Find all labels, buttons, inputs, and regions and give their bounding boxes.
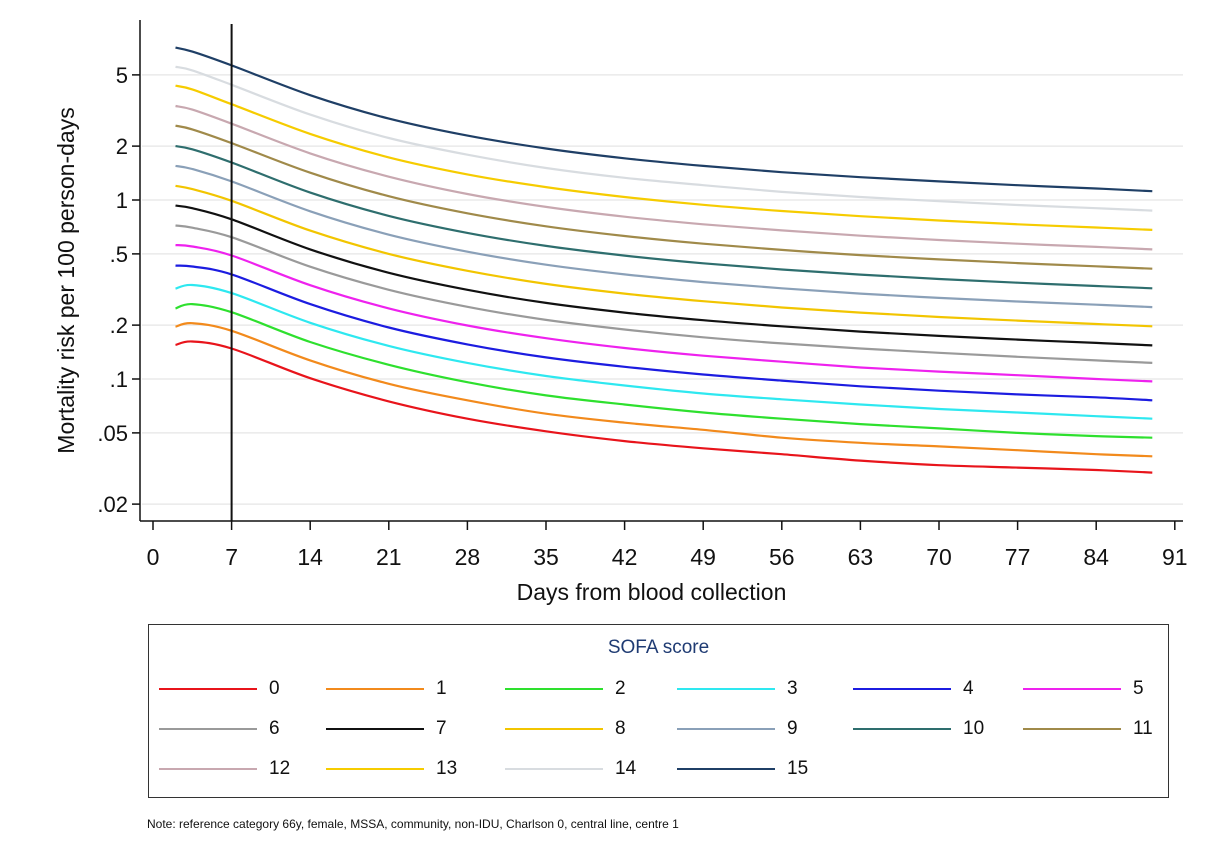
y-axis-label: Mortality risk per 100 person-days <box>53 107 79 453</box>
y-tick-label: .2 <box>110 313 128 338</box>
y-tick-label: .02 <box>97 492 128 517</box>
footnote: Note: reference category 66y, female, MS… <box>147 817 679 831</box>
legend-swatch <box>505 688 603 690</box>
legend-label: 12 <box>269 758 291 779</box>
legend-item-2: 2 <box>505 676 626 702</box>
series-line-sofa-0 <box>175 340 1153 474</box>
legend-swatch <box>853 728 951 730</box>
x-tick-label: 56 <box>769 544 795 570</box>
series-line-sofa-12 <box>175 104 1153 251</box>
legend-item-11: 11 <box>1023 716 1153 742</box>
legend-item-15: 15 <box>677 756 808 782</box>
legend-item-9: 9 <box>677 716 798 742</box>
legend-label: 3 <box>787 678 798 699</box>
legend-swatch <box>677 688 775 690</box>
series-line-sofa-15 <box>175 46 1153 193</box>
x-tick-label: 63 <box>848 544 874 570</box>
x-tick-label: 84 <box>1083 544 1109 570</box>
legend-label: 9 <box>787 718 798 739</box>
legend-swatch <box>326 688 424 690</box>
legend-swatch <box>1023 728 1121 730</box>
series-line-sofa-9 <box>175 164 1153 309</box>
series-line-sofa-10 <box>175 145 1153 290</box>
y-tick-label: .1 <box>110 367 128 392</box>
legend-swatch <box>505 768 603 770</box>
legend-swatch <box>326 728 424 730</box>
legend-label: 4 <box>963 678 974 699</box>
x-tick-label: 70 <box>926 544 952 570</box>
series-line-sofa-5 <box>175 244 1153 383</box>
series-line-sofa-6 <box>175 224 1153 364</box>
y-tick-label: 5 <box>116 63 128 88</box>
x-tick-label: 42 <box>612 544 638 570</box>
x-tick-label: 0 <box>147 544 160 570</box>
legend-item-0: 0 <box>159 676 280 702</box>
legend-swatch <box>159 688 257 690</box>
legend-swatch <box>677 768 775 770</box>
legend-item-6: 6 <box>159 716 280 742</box>
x-tick-label: 14 <box>297 544 323 570</box>
x-tick-label: 49 <box>690 544 716 570</box>
legend-label: 0 <box>269 678 280 699</box>
legend-item-13: 13 <box>326 756 457 782</box>
axes: 521.5.2.1.05.020 7 14 21 28 35 42 49 56 63 70 77 84 9… <box>97 20 1188 570</box>
legend-item-10: 10 <box>853 716 984 742</box>
series-line-sofa-14 <box>175 65 1153 212</box>
legend-item-1: 1 <box>326 676 447 702</box>
y-tick-label: 2 <box>116 134 128 159</box>
legend: SOFA score 0 1 2 3 4 5 6 7 8 9 10 11 12 13 14 15 <box>148 624 1169 798</box>
series-line-sofa-4 <box>175 264 1153 402</box>
series-line-sofa-3 <box>175 283 1153 420</box>
x-tick-label: 21 <box>376 544 402 570</box>
series-line-sofa-8 <box>175 184 1153 328</box>
series-line-sofa-11 <box>175 124 1153 270</box>
legend-item-3: 3 <box>677 676 798 702</box>
legend-title: SOFA score <box>607 637 710 658</box>
gridlines <box>142 74 1183 505</box>
legend-label: 8 <box>615 718 626 739</box>
series-line-sofa-2 <box>175 302 1153 439</box>
legend-item-14: 14 <box>505 756 636 782</box>
x-tick-label: 77 <box>1005 544 1031 570</box>
legend-swatch <box>326 768 424 770</box>
series-lines <box>175 46 1153 474</box>
y-tick-label: .05 <box>97 421 128 446</box>
legend-label: 13 <box>436 758 458 779</box>
series-line-sofa-13 <box>175 84 1153 231</box>
x-tick-label: 7 <box>225 544 238 570</box>
legend-label: 11 <box>1133 718 1153 739</box>
legend-label: 14 <box>615 758 637 779</box>
series-line-sofa-7 <box>175 204 1153 347</box>
legend-item-7: 7 <box>326 716 447 742</box>
legend-label: 1 <box>436 678 447 699</box>
x-tick-label: 28 <box>455 544 481 570</box>
legend-label: 10 <box>963 718 985 739</box>
x-axis-label: Days from blood collection <box>517 579 787 605</box>
legend-swatch <box>1023 688 1121 690</box>
legend-swatch <box>159 728 257 730</box>
x-tick-label: 35 <box>533 544 559 570</box>
series-line-sofa-1 <box>175 322 1153 458</box>
y-tick-label: .5 <box>110 242 128 267</box>
legend-label: 6 <box>269 718 280 739</box>
legend-swatch <box>677 728 775 730</box>
legend-label: 5 <box>1133 678 1144 699</box>
legend-label: 15 <box>787 758 809 779</box>
legend-item-5: 5 <box>1023 676 1144 702</box>
legend-item-8: 8 <box>505 716 626 742</box>
legend-item-4: 4 <box>853 676 974 702</box>
chart: 521.5.2.1.05.020 7 14 21 28 35 42 49 56 63 70 77 84 9… <box>53 20 1188 605</box>
x-tick-label: 91 <box>1162 544 1188 570</box>
legend-label: 2 <box>615 678 626 699</box>
y-tick-label: 1 <box>116 188 128 213</box>
legend-label: 7 <box>436 718 447 739</box>
legend-item-12: 12 <box>159 756 290 782</box>
legend-swatch <box>853 688 951 690</box>
legend-swatch <box>505 728 603 730</box>
legend-swatch <box>159 768 257 770</box>
